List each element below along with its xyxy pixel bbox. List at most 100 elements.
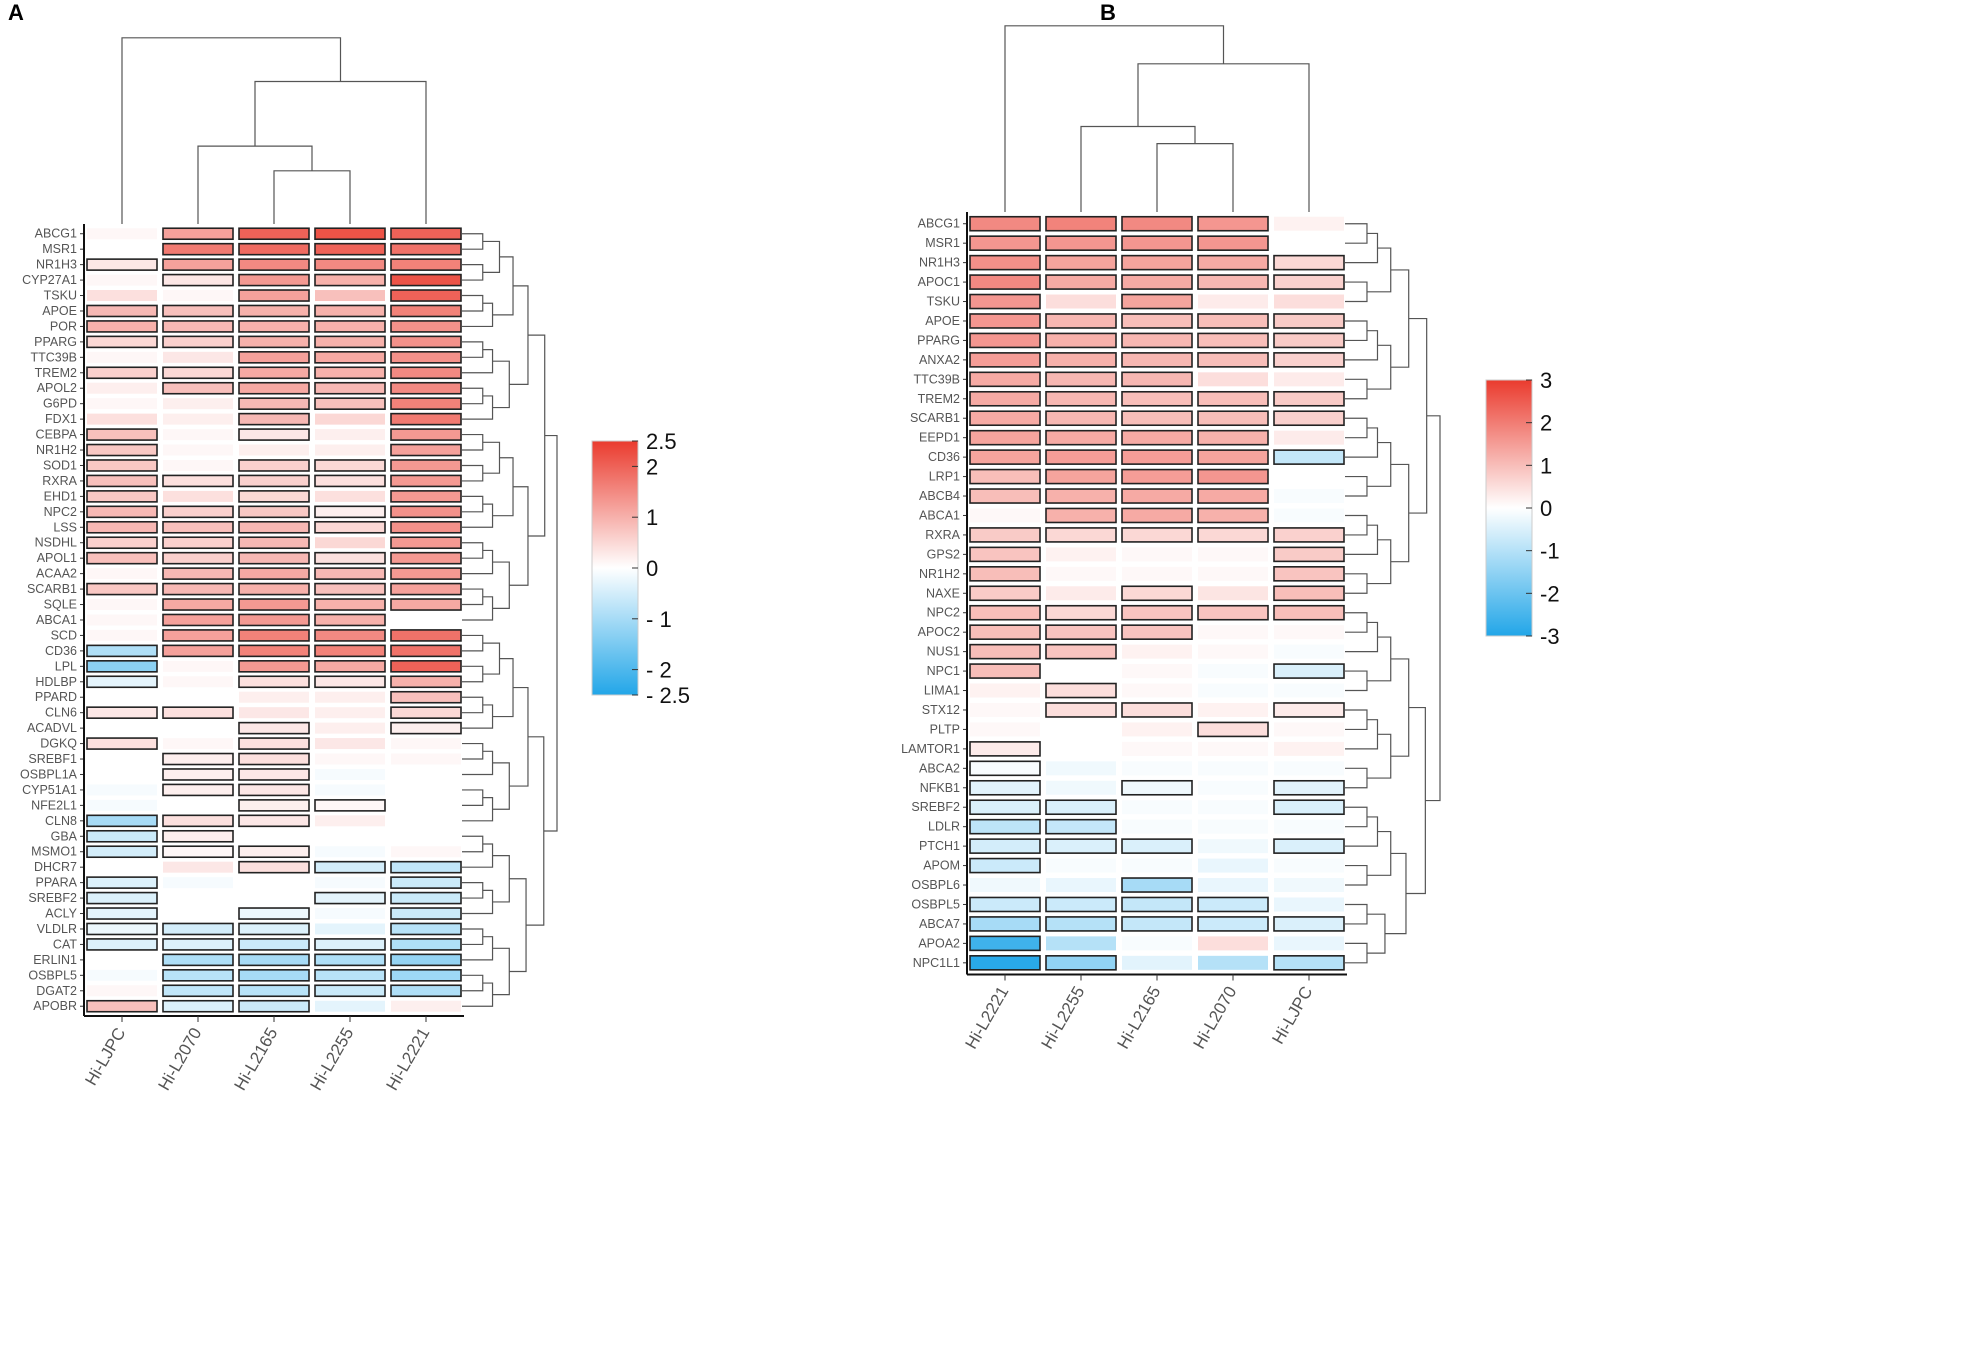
cell-CYP51A1-Hi-L2221 [391,784,461,796]
cell-NFKB1-Hi-L2165 [1121,779,1193,796]
cell-STX12-Hi-L2255 [1045,702,1117,718]
row-label: VLDLR [37,922,77,936]
cell-CD36-Hi-LJPC [86,644,158,658]
cell-NPC1-Hi-L2165 [1122,664,1192,679]
cell-ACADVL-Hi-L2221 [390,721,462,735]
cell-NPC1-Hi-LJPC [1273,663,1345,679]
cell-APOE-Hi-L2221 [390,304,462,318]
cell-SOD1-Hi-LJPC [86,459,158,472]
cell-LIMA1-Hi-L2070 [1198,683,1268,698]
row-label: TTC39B [30,350,77,364]
cell-ANXA2-Hi-LJPC [1273,352,1345,368]
cell-NR1H2-Hi-L2070 [163,444,233,456]
cell-OSBPL5-Hi-L2165 [238,969,310,982]
cell-PPARD-Hi-L2221 [390,690,462,704]
cell-CAT-Hi-L2165 [238,938,310,951]
cell-ANXA2-Hi-L2221 [969,352,1041,368]
cell-ABCA2-Hi-L2070 [1198,761,1268,776]
cell-LRP1-Hi-LJPC [1274,469,1344,484]
row-label: CEBPA [36,428,78,442]
cell-APOE-Hi-L2165 [1121,313,1193,329]
cell-PPARG-Hi-L2255 [314,335,386,349]
cell-PPARD-Hi-L2070 [163,691,233,703]
column-label: Hi-L2255 [1038,983,1089,1052]
cell-CYP51A1-Hi-L2070 [162,783,234,797]
cell-APOL2-Hi-L2070 [162,381,234,395]
cell-GBA-Hi-L2070 [162,829,234,843]
cell-MSR1-Hi-L2070 [1197,235,1269,251]
cell-NPC2-Hi-L2221 [969,604,1041,621]
cell-ABCB4-Hi-L2070 [1197,488,1269,504]
cell-ABCG1-Hi-L2221 [969,215,1041,232]
cell-SREBF1-Hi-LJPC [87,753,157,765]
cell-MSR1-Hi-L2165 [238,242,310,256]
cell-SREBF2-Hi-L2070 [163,892,233,904]
row-label: NSDHL [35,536,77,550]
cell-NPC1L1-Hi-L2165 [1122,955,1192,970]
cell-SCARB1-Hi-L2255 [1045,410,1117,427]
row-label: SCARB1 [27,582,77,596]
cell-NUS1-Hi-L2070 [1198,644,1268,659]
cell-NR1H3-Hi-L2255 [1045,254,1117,271]
cell-TTC39B-Hi-L2255 [314,351,386,364]
row-label: ACADVL [27,721,77,735]
row-label: PTCH1 [919,839,960,853]
cell-POR-Hi-L2070 [162,320,234,333]
cell-CYP51A1-Hi-L2255 [315,784,385,796]
cell-NFE2L1-Hi-L2165 [238,799,310,812]
row-dendrogram [462,233,558,1007]
row-label: NPC2 [44,505,77,519]
cell-ABCA1-Hi-L2255 [314,613,386,627]
cell-APOBR-Hi-L2070 [162,999,234,1013]
cell-ABCA7-Hi-L2255 [1045,916,1117,932]
cell-PPARG-Hi-L2070 [162,335,234,349]
cell-SOD1-Hi-L2070 [163,459,233,471]
row-label: OSBPL5 [911,897,960,911]
cell-LPL-Hi-L2255 [314,660,386,673]
cell-NPC2-Hi-LJPC [86,505,158,519]
cell-G6PD-Hi-LJPC [87,398,157,410]
cell-RXRA-Hi-L2165 [238,474,310,488]
column-label: Hi-L2070 [155,1024,206,1093]
cell-CYP51A1-Hi-LJPC [87,784,157,796]
cell-APOM-Hi-L2221 [969,857,1041,874]
cell-NPC2-Hi-L2255 [314,505,386,519]
row-label: NR1H2 [36,443,77,457]
cell-NSDHL-Hi-L2221 [390,536,462,550]
row-label: SOD1 [43,458,77,472]
cell-NPC1L1-Hi-L2070 [1198,955,1268,970]
cell-ACLY-Hi-L2165 [238,907,310,920]
cell-SREBF1-Hi-L2165 [238,752,310,766]
cell-LDLR-Hi-L2255 [1045,818,1117,835]
colorbar-tick-label: 1 [1540,453,1552,478]
cell-LSS-Hi-L2221 [390,520,462,534]
cell-TREM2-Hi-L2165 [238,366,310,380]
cell-ABCA1-Hi-L2070 [1197,507,1269,524]
panel-a-letter: A [8,0,24,25]
row-label: ACAA2 [36,567,77,581]
cell-LRP1-Hi-L2070 [1197,468,1269,485]
row-label: PPARA [36,876,78,890]
column-label: Hi-L2165 [1114,983,1165,1052]
cell-ERLIN1-Hi-LJPC [87,954,157,966]
cell-OSBPL6-Hi-L2255 [1046,878,1116,893]
cell-EHD1-Hi-L2221 [390,490,462,503]
cell-TSKU-Hi-L2070 [1198,294,1268,309]
cell-NR1H2-Hi-L2255 [1046,566,1116,581]
cell-NAXE-Hi-L2165 [1121,585,1193,602]
cell-NR1H2-Hi-L2165 [1122,566,1192,581]
cell-CEBPA-Hi-L2070 [163,429,233,441]
cell-NUS1-Hi-L2255 [1045,643,1117,660]
cell-CD36-Hi-L2165 [238,644,310,658]
cell-TTC39B-Hi-L2221 [390,351,462,364]
cell-G6PD-Hi-L2221 [390,397,462,410]
cell-CLN6-Hi-LJPC [86,706,158,719]
cell-MSR1-Hi-L2070 [162,242,234,256]
cell-VLDLR-Hi-L2165 [238,922,310,936]
cell-TTC39B-Hi-L2255 [1045,371,1117,388]
cell-VLDLR-Hi-L2255 [315,923,385,935]
row-label: OSBPL6 [911,878,960,892]
cell-ACAA2-Hi-L2070 [162,567,234,580]
row-label: DGAT2 [36,984,77,998]
cell-NPC2-Hi-L2165 [238,505,310,519]
